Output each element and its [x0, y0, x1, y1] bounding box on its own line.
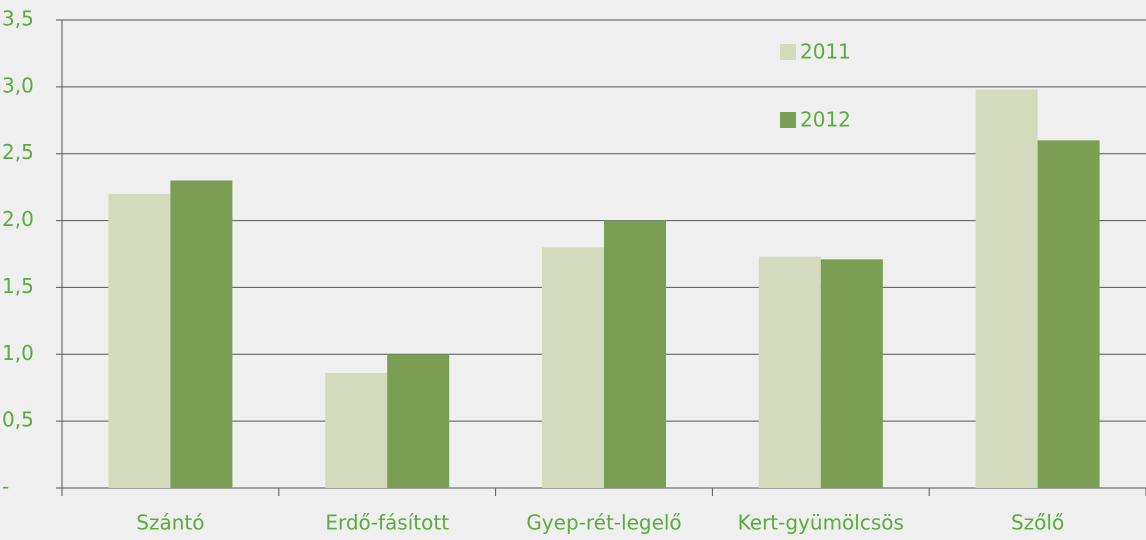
bar: [758, 256, 821, 488]
y-tick-label: 3,0: [2, 73, 34, 97]
y-tick-label: 1,5: [2, 274, 34, 298]
bar: [604, 220, 666, 489]
bar: [108, 193, 171, 489]
x-tick-label: Szőlő: [1011, 511, 1064, 535]
legend-label: 2012: [800, 108, 851, 132]
bar: [975, 89, 1038, 488]
x-tick-label: Gyep-rét-legelő: [526, 511, 681, 535]
bar: [325, 373, 388, 488]
bar: [387, 354, 450, 488]
legend-swatch: [780, 112, 796, 128]
bar: [820, 259, 883, 488]
x-tick-label: Szántó: [136, 511, 204, 535]
y-tick-label: 2,5: [2, 140, 34, 164]
y-tick-label: 2,0: [2, 207, 34, 231]
y-tick-label: 1,0: [2, 341, 34, 365]
legend-swatch: [780, 44, 796, 60]
x-tick-label: Kert-gyümölcsös: [738, 511, 904, 535]
legend-label: 2011: [800, 40, 851, 64]
y-tick-label: -: [2, 475, 9, 499]
bar: [170, 180, 233, 488]
y-tick-label: 3,5: [2, 7, 34, 31]
bar: [1037, 140, 1100, 489]
x-tick-label: Erdő-fásított: [325, 511, 449, 535]
y-tick-label: 0,5: [2, 408, 34, 432]
bar: [542, 247, 604, 488]
